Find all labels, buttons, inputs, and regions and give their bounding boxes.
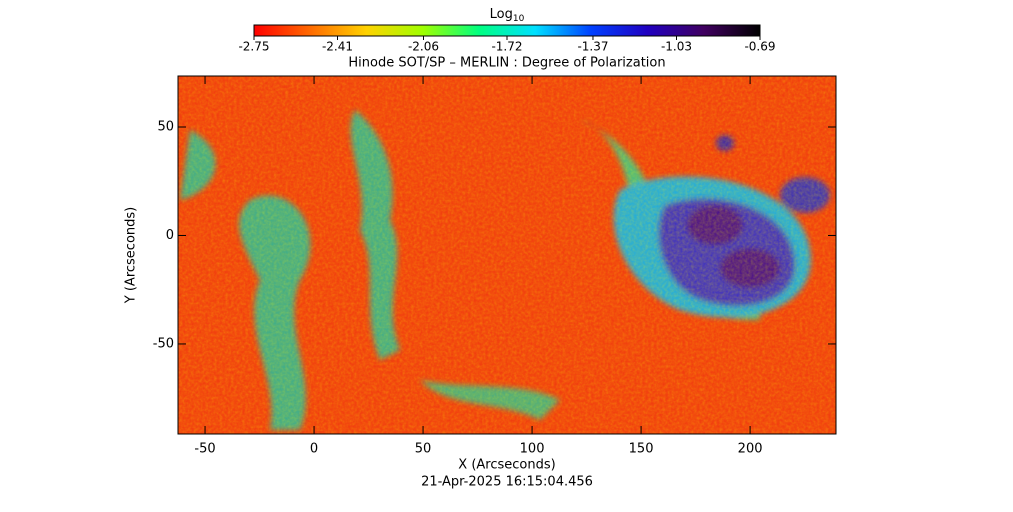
colorbar-tick-label: -0.69 [744, 40, 775, 54]
colorbar-tick-label: -1.03 [661, 40, 692, 54]
colorbar-tick-label: -2.41 [322, 40, 353, 54]
x-tick-label: 0 [310, 442, 318, 457]
plot-frame [177, 75, 837, 435]
x-tick-label: 50 [415, 442, 432, 457]
y-axis-label: Y (Arcseconds) [124, 207, 139, 304]
chart-title: Hinode SOT/SP – MERLIN : Degree of Polar… [348, 56, 665, 71]
colorbar-tick-label: -1.72 [491, 40, 522, 54]
colorbar [253, 24, 761, 37]
y-tick-label: -50 [153, 336, 174, 351]
x-tick-label: -50 [194, 442, 215, 457]
colorbar-tick-label: -1.37 [577, 40, 608, 54]
heatmap-image [178, 76, 836, 434]
colorbar-tick-label: -2.06 [408, 40, 439, 54]
x-axis-label: X (Arcseconds) [458, 458, 555, 473]
date-label: 21-Apr-2025 16:15:04.456 [421, 475, 593, 490]
colorbar-tick-label: -2.75 [238, 40, 269, 54]
y-tick-label: 0 [166, 228, 174, 243]
x-tick-label: 200 [738, 442, 763, 457]
x-tick-label: 150 [629, 442, 654, 457]
x-tick-label: 100 [520, 442, 545, 457]
colorbar-label: Log10 [490, 7, 525, 24]
y-tick-label: 50 [157, 119, 174, 134]
